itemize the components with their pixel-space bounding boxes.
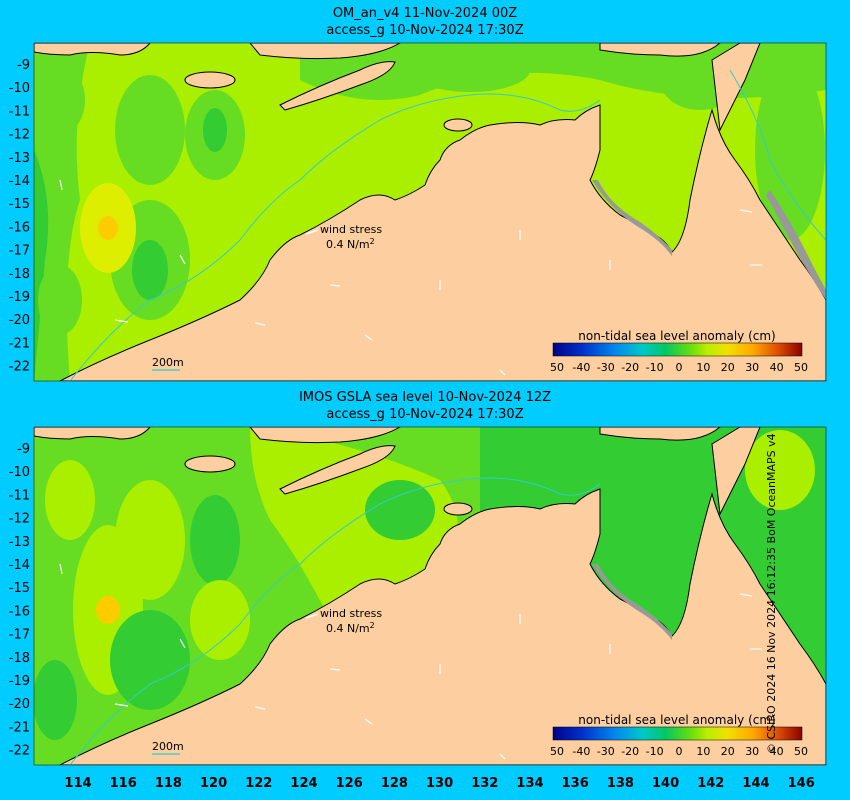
lon-label: 142 xyxy=(697,776,724,791)
panel-2-depth-label: 200m xyxy=(152,740,184,753)
lon-label: 132 xyxy=(471,776,498,791)
panel-2-colorbar-tick: 50 xyxy=(794,745,808,758)
panel-1-lat-label: -10 xyxy=(9,81,30,96)
panel-1-colorbar-tick: 50 xyxy=(794,361,808,374)
panel-1-lat-label: -19 xyxy=(9,290,30,305)
panel-1-colorbar-tick: -40 xyxy=(572,361,590,374)
panel-1-colorbar: non-tidal sea level anomaly (cm) 50 -40 -3… xyxy=(550,329,808,374)
panel-1-lat-label: -21 xyxy=(9,336,30,351)
panel-2-wind-label: wind stress xyxy=(320,607,382,620)
lon-label: 122 xyxy=(245,776,272,791)
lon-label: 134 xyxy=(516,776,543,791)
lon-label: 120 xyxy=(200,776,227,791)
panel-1-lat-label: -15 xyxy=(9,197,30,212)
lon-label: 118 xyxy=(155,776,182,791)
panel-2-colorbar-tick: -40 xyxy=(572,745,590,758)
lon-label: 128 xyxy=(381,776,408,791)
panel-1-depth-label: 200m xyxy=(152,356,184,369)
panel-2-title-line1: IMOS GSLA sea level 10-Nov-2024 12Z xyxy=(298,390,552,405)
lon-label: 140 xyxy=(652,776,679,791)
panel-2-lat-label: -18 xyxy=(9,651,30,666)
panel-2-lat-label: -22 xyxy=(9,744,30,759)
panel-1-colorbar-tick: 40 xyxy=(770,361,784,374)
panel-1-colorbar-tick: -10 xyxy=(646,361,664,374)
panel-1-lat-label: -12 xyxy=(9,128,30,143)
panel-2-lat-label: -20 xyxy=(9,697,30,712)
panel-2-wind-arrows xyxy=(59,563,762,760)
panel-2-lat-label: -16 xyxy=(9,604,30,619)
panel-2-lat-label: -14 xyxy=(9,558,30,573)
panel-1-lat-label: -20 xyxy=(9,313,30,328)
panel-1-title-line2: access_g 10-Nov-2024 17:30Z xyxy=(326,23,524,38)
panel-1-lat-label: -17 xyxy=(9,244,30,259)
panel-1-lat-label: -14 xyxy=(9,174,30,189)
panel-1-map xyxy=(34,43,826,381)
panel-1-latitude-labels: -9 -10 -11 -12 -13 -14 -15 -16 -17 -18 -19 -20 -21 -2… xyxy=(9,58,30,375)
lon-label: 116 xyxy=(110,776,137,791)
longitude-labels: 114 116 118 120 122 124 126 128 130 132 134 136 138 1… xyxy=(64,776,814,791)
panel-1-lat-label: -13 xyxy=(9,151,30,166)
panel-1-wind-arrows xyxy=(59,179,762,376)
panel-2-colorbar-tick: -20 xyxy=(621,745,639,758)
panel-2-lat-label: -11 xyxy=(9,488,30,503)
panel-2-colorbar-tick: 50 xyxy=(550,745,564,758)
panel-2-latitude-labels: -9 -10 -11 -12 -13 -14 -15 -16 -17 -18 -19 -20 -21 -2… xyxy=(9,442,30,759)
panel-1-lat-label: -9 xyxy=(17,58,30,73)
panel-1-lat-label: -11 xyxy=(9,104,30,119)
panel-2-lat-label: -21 xyxy=(9,720,30,735)
panel-1-land-islands xyxy=(34,43,151,56)
panel-2-lat-label: -10 xyxy=(9,465,30,480)
lon-label: 130 xyxy=(426,776,453,791)
panel-2-colorbar: non-tidal sea level anomaly (cm) 50 -40 -3… xyxy=(550,713,808,758)
panel-2-lat-label: -17 xyxy=(9,628,30,643)
lon-label: 144 xyxy=(742,776,769,791)
lon-label: 146 xyxy=(788,776,815,791)
panel-1-colorbar-tick: -20 xyxy=(621,361,639,374)
panel-2-lat-label: -12 xyxy=(9,512,30,527)
panel-1-colorbar-tick: 50 xyxy=(550,361,564,374)
panel-1-title-line1: OM_an_v4 11-Nov-2024 00Z xyxy=(332,6,518,21)
panel-2-colorbar-tick: -10 xyxy=(646,745,664,758)
panel-2-colorbar-tick: 40 xyxy=(770,745,784,758)
panel-1-colorbar-tick: 10 xyxy=(696,361,710,374)
panel-2-lat-label: -15 xyxy=(9,581,30,596)
lon-label: 136 xyxy=(562,776,589,791)
panel-2-wind-value: 0.4 N/m2 xyxy=(326,621,375,635)
lon-label: 124 xyxy=(290,776,317,791)
panel-2-lat-label: -9 xyxy=(17,442,30,457)
panel-1-colorbar-tick: 20 xyxy=(721,361,735,374)
panel-2-lat-label: -19 xyxy=(9,674,30,689)
panel-2-land-islands xyxy=(34,427,151,440)
panel-1-colorbar-title: non-tidal sea level anomaly (cm) xyxy=(578,329,775,343)
lon-label: 114 xyxy=(64,776,91,791)
panel-1-lat-label: -22 xyxy=(9,360,30,375)
panel-2-colorbar-tick: -30 xyxy=(597,745,615,758)
panel-2-land-mainland xyxy=(59,488,826,765)
panel-2-colorbar-tick: 20 xyxy=(721,745,735,758)
panel-2-colorbar-title: non-tidal sea level anomaly (cm) xyxy=(578,713,775,727)
panel-1-isobath xyxy=(69,93,601,381)
lon-label: 138 xyxy=(607,776,634,791)
panel-1-land-mainland xyxy=(59,104,826,381)
panel-2-lat-label: -13 xyxy=(9,535,30,550)
lon-label: 126 xyxy=(336,776,363,791)
panel-1-lat-label: -18 xyxy=(9,267,30,282)
panel-2-colorbar-tick: 30 xyxy=(745,745,759,758)
credit-text: © CSIRO 2024 16 Nov 2024 16:12:35 BoM Oc… xyxy=(765,433,778,754)
panel-2-colorbar-tick: 10 xyxy=(696,745,710,758)
panel-2-map xyxy=(34,427,826,765)
panel-1-colorbar-tick: 0 xyxy=(676,361,683,374)
panel-1-colorbar-tick: -30 xyxy=(597,361,615,374)
panel-1-wind-label: wind stress xyxy=(320,223,382,236)
panel-2-colorbar-tick: 0 xyxy=(676,745,683,758)
panel-2-isobath xyxy=(69,477,601,765)
panel-1-lat-label: -16 xyxy=(9,220,30,235)
panel-1-wind-value: 0.4 N/m2 xyxy=(326,237,375,251)
panel-1-colorbar-tick: 30 xyxy=(745,361,759,374)
panel-2-title-line2: access_g 10-Nov-2024 17:30Z xyxy=(326,407,524,422)
